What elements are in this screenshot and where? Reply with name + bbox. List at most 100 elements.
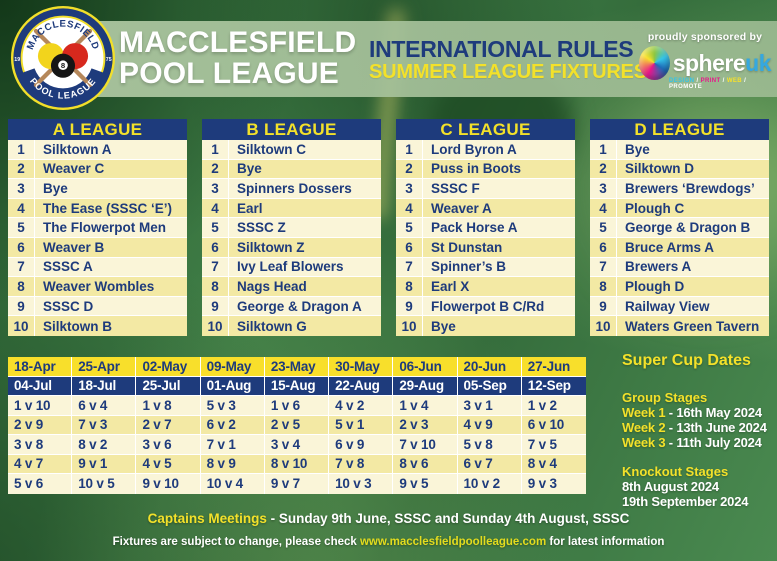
group-week: Week 1 - 16th May 2024	[622, 405, 774, 420]
fixture-cell: 3 v 4	[264, 435, 330, 455]
team-number: 6	[8, 237, 35, 257]
team-name: Weaver B	[43, 239, 105, 255]
league-row: 9 George & Dragon A	[202, 296, 381, 317]
sponsor-brand: sphereuk	[673, 50, 772, 77]
knockout-stages-heading: Knockout Stages	[622, 464, 729, 479]
fixture-cell: 8 v 2	[72, 435, 137, 455]
captains-meetings-label: Captains Meetings	[147, 511, 267, 526]
disclaimer-post: for latest information	[546, 536, 665, 548]
team-number: 3	[202, 179, 229, 198]
team-number: 1	[8, 140, 35, 159]
team-name: Silktown D	[625, 161, 695, 177]
team-number: 10	[590, 316, 617, 336]
league-row: 5 Pack Horse A	[396, 218, 575, 238]
fixture-cell: 6 v 7	[457, 454, 522, 474]
fixtures-table: 18-Apr 25-Apr 02-May 09-May 23-May 30-May 06-J…	[8, 357, 586, 494]
league-row: 10 Silktown B	[8, 316, 187, 336]
website-link[interactable]: www.macclesfieldpoolleague.com	[359, 536, 547, 548]
team-number: 7	[590, 257, 617, 277]
team-number: 9	[396, 296, 423, 316]
league-row: 7 Ivy Leaf Blowers	[202, 257, 381, 278]
fixture-cell: 8 v 4	[521, 454, 586, 474]
team-number: 4	[396, 198, 423, 218]
date-cell: 02-May	[136, 357, 201, 377]
team-number: 5	[202, 218, 229, 237]
fixture-cell: 8 v 10	[264, 454, 330, 474]
team-name: Puss in Boots	[431, 161, 522, 177]
date-cell: 05-Sep	[457, 376, 522, 396]
fixture-cell: 1 v 2	[521, 396, 586, 416]
team-name: Bye	[625, 141, 650, 157]
league-row: 9 Railway View	[590, 296, 769, 317]
team-name: Brewers ‘Brewdogs’	[625, 180, 755, 196]
sponsor-services: DESIGN / PRINT / WEB / PROMOTE	[639, 78, 771, 90]
week-label: Week 1	[622, 405, 666, 420]
team-number: 10	[202, 316, 229, 336]
team-number: 5	[590, 218, 617, 237]
sphere-logo-icon	[639, 46, 670, 80]
team-name: Weaver A	[431, 200, 492, 216]
league-row: 4 Plough C	[590, 198, 769, 219]
team-number: 7	[8, 257, 35, 277]
fixture-cell: 4 v 9	[457, 415, 522, 435]
knockout-dates: 8th August 2024 19th September 2024	[622, 479, 774, 509]
fixture-cell: 3 v 1	[457, 396, 522, 416]
team-number: 2	[396, 159, 423, 179]
league-title: D LEAGUE	[590, 119, 769, 140]
league-row: 6 Weaver B	[8, 237, 187, 258]
team-name: Silktown B	[43, 318, 113, 334]
date-cell: 22-Aug	[329, 376, 394, 396]
fixture-cell: 2 v 5	[264, 415, 330, 435]
badge-bottom-band	[22, 68, 104, 101]
team-name: Silktown G	[237, 318, 307, 334]
fixture-cell: 8 v 6	[393, 454, 458, 474]
team-name: Ivy Leaf Blowers	[237, 259, 344, 275]
team-number: 8	[8, 277, 35, 296]
team-name: Plough D	[625, 278, 685, 294]
fixture-cell: 1 v 4	[393, 396, 458, 416]
fixture-cell: 5 v 1	[329, 415, 394, 435]
group-weeks: Week 1 - 16th May 2024 Week 2 - 13th June…	[622, 405, 774, 450]
date-cell: 25-Jul	[136, 376, 201, 396]
date-cell: 20-Jun	[457, 357, 522, 377]
team-name: Spinner’s B	[431, 259, 507, 275]
team-number: 4	[8, 198, 35, 218]
league-row: 5 SSSC Z	[202, 218, 381, 238]
date-cell: 18-Apr	[8, 357, 73, 377]
team-number: 9	[590, 296, 617, 316]
fixture-cell: 4 v 5	[136, 454, 201, 474]
team-number: 8	[202, 277, 229, 296]
league-row: 7 SSSC A	[8, 257, 187, 278]
separator: /	[720, 78, 727, 84]
fixture-cell: 10 v 5	[72, 474, 137, 494]
team-name: Bruce Arms A	[625, 239, 715, 255]
league-table-b: B LEAGUE 1 Silktown C 2 Bye 3 Spinners Dossers…	[202, 119, 381, 336]
week-date: - 16th May 2024	[665, 405, 762, 420]
league-row: 6 Bruce Arms A	[590, 237, 769, 258]
team-name: Plough C	[625, 200, 685, 216]
league-row: 4 Earl	[202, 198, 381, 219]
league-row: 4 The Ease (SSSC ‘E’)	[8, 198, 187, 219]
team-name: SSSC A	[43, 259, 93, 275]
team-name: Brewers A	[625, 259, 692, 275]
league-row: 3 Spinners Dossers	[202, 179, 381, 199]
team-number: 3	[590, 179, 617, 198]
date-cell: 23-May	[264, 357, 330, 377]
team-number: 8	[590, 277, 617, 296]
league-row: 5 George & Dragon B	[590, 218, 769, 238]
group-stages-heading: Group Stages	[622, 390, 708, 405]
date-cell: 06-Jun	[393, 357, 458, 377]
fixture-cell: 6 v 2	[200, 415, 265, 435]
league-row: 3 Brewers ‘Brewdogs’	[590, 179, 769, 199]
team-name: Bye	[431, 318, 456, 334]
team-number: 3	[8, 179, 35, 198]
team-name: Earl	[237, 200, 263, 216]
league-title: C LEAGUE	[396, 119, 575, 140]
team-number: 5	[396, 218, 423, 237]
fixture-cell: 3 v 8	[8, 435, 73, 455]
date-cell: 01-Aug	[200, 376, 265, 396]
fixture-cell: 10 v 3	[329, 474, 394, 494]
fixture-cell: 9 v 10	[136, 474, 201, 494]
team-number: 10	[396, 316, 423, 336]
